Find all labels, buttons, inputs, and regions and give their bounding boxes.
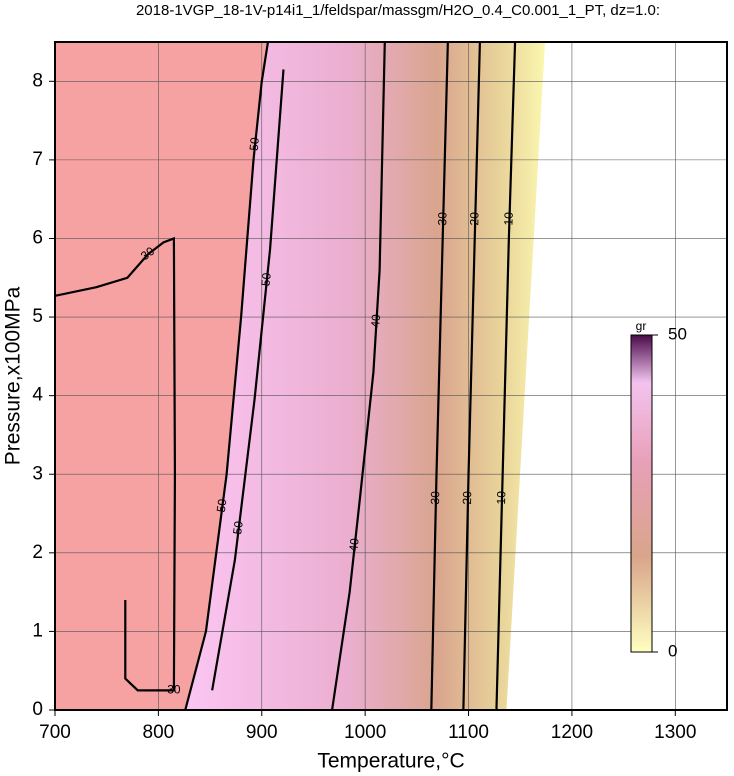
y-tick-label: 3: [32, 463, 43, 484]
region-fill: [55, 42, 268, 710]
y-axis-label: Pressure,x100MPa: [2, 286, 25, 465]
contour-label: 30: [435, 212, 449, 226]
contour-line: [211, 69, 285, 691]
contour-label: 40: [346, 537, 361, 552]
contour-label: 20: [460, 491, 474, 505]
contour-label: 10: [494, 491, 508, 505]
x-tick-label: 700: [39, 722, 71, 743]
y-tick-label: 7: [32, 149, 43, 170]
x-tick-label: 1300: [654, 722, 696, 743]
contour-label: 30: [167, 683, 181, 697]
colorbar-tick-label: 0: [668, 641, 677, 660]
contour-label: 30: [428, 491, 442, 505]
contour-label: 50: [230, 520, 246, 535]
y-tick-label: 1: [32, 620, 43, 641]
colorbar: [630, 334, 653, 653]
x-tick-label: 800: [143, 722, 175, 743]
x-axis-label: Temperature,°C: [317, 750, 464, 773]
colorbar-label: gr: [636, 319, 647, 333]
contour-line: [330, 42, 386, 710]
y-tick-label: 5: [32, 306, 43, 327]
y-tick-label: 8: [32, 70, 43, 91]
x-tick-label: 1200: [551, 722, 593, 743]
contour-label: 50: [214, 498, 230, 513]
y-tick-label: 4: [32, 385, 43, 406]
y-tick-label: 0: [32, 699, 43, 720]
plot-frame: [54, 41, 728, 711]
y-tick-label: 6: [32, 227, 43, 248]
contour-label: 20: [467, 212, 481, 226]
colorbar-tick-label: 50: [668, 324, 687, 343]
contour-line: [184, 42, 270, 710]
chart-title: 2018-1VGP_18-1V-p14i1_1/feldspar/massgm/…: [136, 2, 660, 19]
x-tick-label: 1100: [448, 722, 489, 743]
contour-label: 10: [501, 212, 515, 226]
contour-line: [495, 42, 517, 710]
contour-label: 50: [247, 136, 262, 151]
x-tick-label: 1000: [344, 722, 386, 743]
contour-label: 50: [258, 272, 273, 287]
x-tick-label: 900: [246, 722, 278, 743]
contour-line: [55, 236, 177, 692]
contour-line: [462, 42, 482, 710]
contour-line: [430, 42, 449, 710]
y-tick-label: 2: [32, 542, 43, 563]
contour-label: 40: [368, 314, 383, 328]
